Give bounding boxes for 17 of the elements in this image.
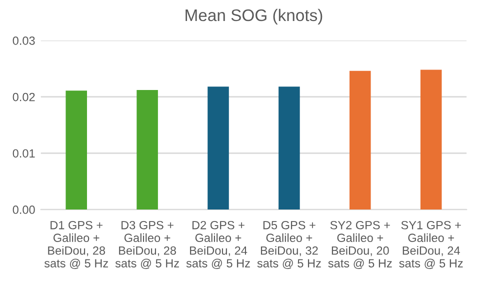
bar xyxy=(136,90,158,210)
bar xyxy=(420,70,442,210)
x-tick-label: D3 GPS + Galileo + BeiDou, 28 sats @ 5 Hz xyxy=(115,220,179,269)
x-tick-label: SY2 GPS + Galileo + BeiDou, 20 sats @ 5 Hz xyxy=(328,220,392,269)
x-tick-label: SY1 GPS + Galileo + BeiDou, 24 sats @ 5 Hz xyxy=(399,220,463,269)
bar xyxy=(278,86,300,210)
y-tick-label: 0.02 xyxy=(12,92,35,102)
y-tick-label: 0.01 xyxy=(12,149,35,158)
y-tick-label: 0.00 xyxy=(12,206,35,214)
bar xyxy=(208,86,229,210)
bar xyxy=(350,70,371,210)
x-tick-label: D2 GPS + Galileo + BeiDou, 24 sats @ 5 Hz xyxy=(186,220,250,269)
chart-title: Mean SOG (knots) xyxy=(186,8,322,24)
y-tick-label: 0.03 xyxy=(12,36,35,45)
x-tick-label: D1 GPS + Galileo + BeiDou, 28 sats @ 5 Hz xyxy=(44,220,108,269)
x-tick-label: D5 GPS + Galileo + BeiDou, 32 sats @ 5 Hz xyxy=(257,220,321,269)
bar xyxy=(66,90,87,210)
